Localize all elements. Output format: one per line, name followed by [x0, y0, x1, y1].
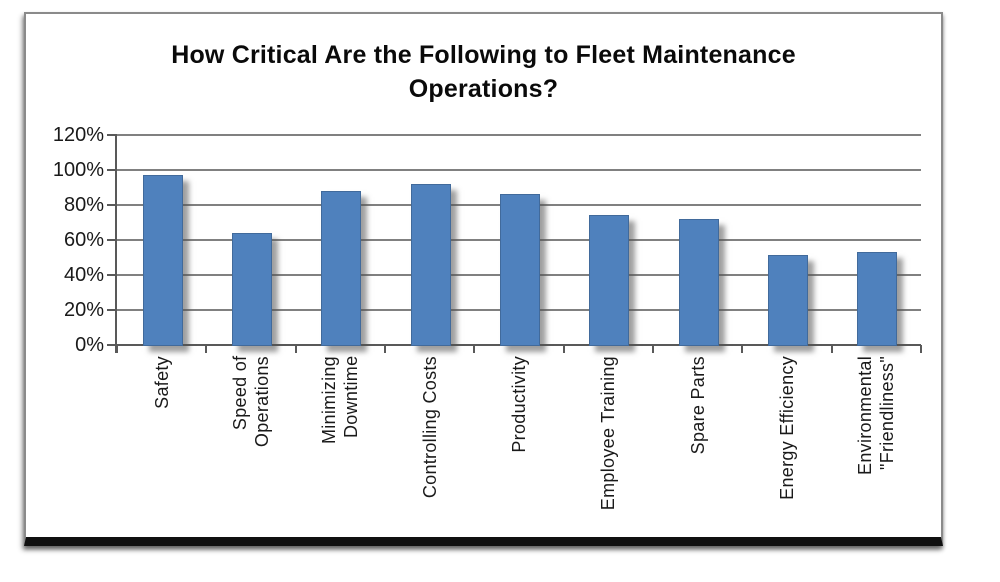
- category-label-cell: Spare Parts: [653, 356, 742, 541]
- y-tick-label: 20%: [63, 298, 104, 321]
- bar: [500, 194, 540, 347]
- bar: [321, 190, 362, 347]
- bar: [857, 251, 898, 347]
- y-axis-tick: [107, 308, 117, 311]
- category-label: Controlling Costs: [419, 355, 440, 498]
- y-axis-tick: [107, 134, 117, 136]
- x-axis-tick: [562, 344, 565, 353]
- x-axis-tick: [205, 344, 208, 353]
- y-axis-tick: [107, 238, 117, 241]
- bar: [589, 215, 630, 347]
- bar: [678, 218, 719, 347]
- category-label-cell: Environmental "Friendliness": [832, 356, 921, 541]
- y-axis-tick: [107, 168, 117, 171]
- category-label: Energy Efficiency: [776, 355, 797, 500]
- y-tick-label: 0%: [75, 333, 104, 356]
- category-label-cell: Safety: [117, 356, 206, 541]
- gridline: [117, 168, 921, 171]
- y-tick-label: 120%: [52, 124, 104, 146]
- category-label: Environmental "Friendliness": [855, 355, 898, 475]
- category-label: Minimizing Downtime: [319, 355, 362, 444]
- y-axis-line: [115, 134, 117, 353]
- y-axis-tick: [107, 273, 117, 276]
- category-label-cell: Energy Efficiency: [742, 356, 831, 541]
- chart-title: How Critical Are the Following to Fleet …: [171, 41, 796, 103]
- x-axis-tick: [473, 344, 476, 353]
- x-axis-tick: [116, 344, 118, 353]
- x-axis-tick: [920, 344, 922, 353]
- category-label: Spare Parts: [687, 355, 708, 454]
- bar: [410, 183, 451, 347]
- y-axis-tick: [107, 203, 117, 206]
- gridline: [117, 134, 921, 136]
- y-tick-label: 60%: [63, 228, 104, 251]
- x-axis-tick: [652, 344, 654, 353]
- x-axis-tick: [384, 344, 386, 353]
- x-axis-tick: [294, 344, 297, 353]
- category-label-cell: Minimizing Downtime: [296, 356, 385, 541]
- category-label: Productivity: [508, 355, 529, 453]
- category-label: Safety: [151, 355, 172, 409]
- y-tick-label: 100%: [52, 158, 104, 181]
- category-label-cell: Controlling Costs: [385, 356, 474, 541]
- category-label-cell: Employee Training: [564, 356, 653, 541]
- y-tick-label: 40%: [63, 263, 104, 286]
- y-tick-label: 80%: [63, 193, 104, 216]
- y-axis-tick: [107, 343, 117, 346]
- bar: [768, 255, 808, 347]
- category-label-cell: Productivity: [474, 356, 563, 541]
- x-axis-tick: [830, 344, 833, 353]
- bar: [142, 175, 183, 347]
- category-label: Speed of Operations: [229, 355, 272, 447]
- category-label-cell: Speed of Operations: [206, 356, 295, 541]
- bar: [232, 232, 272, 347]
- x-axis-tick: [741, 344, 744, 353]
- category-label: Employee Training: [598, 355, 619, 510]
